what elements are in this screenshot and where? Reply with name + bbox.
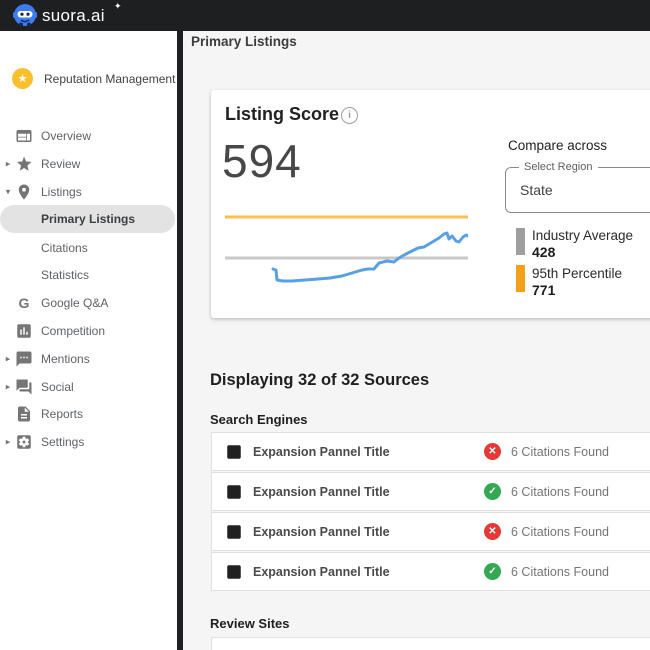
expansion-panel-title: Expansion Pannel Title <box>253 444 390 459</box>
expansion-panel[interactable]: Expansion Pannel Title 6 Citations Found <box>211 472 650 511</box>
listing-score-value: 594 <box>222 135 302 187</box>
sidebar-item-listings[interactable]: ▾ Listings <box>0 178 178 206</box>
topbar: suora.ai ✦ <box>0 0 650 31</box>
error-icon <box>484 523 501 540</box>
robot-logo-icon <box>13 4 37 27</box>
sidebar-item-citations[interactable]: Citations <box>0 234 178 262</box>
sources-summary: Displaying 32 of 32 Sources <box>210 371 430 389</box>
error-icon <box>484 443 501 460</box>
panel-status: 6 Citations Found <box>484 443 609 460</box>
chevron-down-icon[interactable]: ▾ <box>5 186 11 197</box>
image-icon <box>225 483 243 501</box>
panel-status: 6 Citations Found <box>484 563 609 580</box>
section-title-review-sites: Review Sites <box>210 616 290 631</box>
listing-score-chart <box>225 215 468 283</box>
card-title: Listing Score <box>225 104 340 124</box>
sidebar-item-social[interactable]: ▸ Social <box>0 373 178 401</box>
sidebar-item-google-qa[interactable]: G Google Q&A <box>0 289 178 317</box>
sidebar-item-label: Competition <box>41 324 106 338</box>
google-g-icon: G <box>18 295 30 311</box>
sidebar-item-mentions[interactable]: ▸ Mentions <box>0 345 178 373</box>
brand-name: suora.ai <box>42 6 105 25</box>
image-icon <box>225 443 243 461</box>
region-select[interactable] <box>505 167 650 213</box>
product-label: Reputation Management <box>44 72 176 86</box>
region-select-value[interactable]: State <box>520 182 553 198</box>
sidebar-item-label: Settings <box>41 435 85 449</box>
bar-chart-icon <box>15 322 33 340</box>
sidebar-item-settings[interactable]: ▸ Settings <box>0 428 178 456</box>
star-badge-icon: ★ <box>12 68 33 89</box>
success-icon <box>484 483 501 500</box>
sidebar: ★ Reputation Management Overview ▸ Revie… <box>0 31 178 650</box>
citations-found-text: 6 Citations Found <box>511 484 609 499</box>
product-row: ★ Reputation Management <box>0 64 178 94</box>
gear-icon <box>15 433 33 451</box>
expansion-panel-title: Expansion Pannel Title <box>253 524 390 539</box>
star-icon <box>15 155 33 173</box>
sidebar-item-label: Statistics <box>41 268 90 282</box>
sidebar-item-label: Listings <box>41 185 82 199</box>
citations-found-text: 6 Citations Found <box>511 524 609 539</box>
section-title-search-engines: Search Engines <box>210 412 308 427</box>
chevron-right-icon[interactable]: ▸ <box>5 381 11 392</box>
comment-icon <box>15 350 33 368</box>
legend-label: Industry Average <box>532 228 634 243</box>
sidebar-item-label: Mentions <box>41 352 90 366</box>
sidebar-item-reports[interactable]: Reports <box>0 400 178 428</box>
success-icon <box>484 563 501 580</box>
legend-value: 771 <box>532 282 556 298</box>
location-pin-icon <box>15 183 33 201</box>
sparkle-icon: ✦ <box>114 1 122 11</box>
info-icon[interactable]: i <box>341 107 358 124</box>
sidebar-item-label: Primary Listings <box>41 212 136 226</box>
image-icon <box>225 523 243 541</box>
sidebar-item-label: Overview <box>41 129 92 143</box>
sidebar-divider <box>177 0 183 650</box>
dashboard-icon <box>15 127 33 145</box>
chevron-right-icon[interactable]: ▸ <box>5 158 11 169</box>
compare-across-label: Compare across <box>508 138 608 153</box>
citations-found-text: 6 Citations Found <box>511 444 609 459</box>
sidebar-item-label: Review <box>41 157 81 171</box>
sidebar-item-overview[interactable]: Overview <box>0 122 178 150</box>
listing-score-card: Listing Score i 594 Compare across Selec… <box>211 90 650 318</box>
expansion-panel[interactable]: Expansion Pannel Title 6 Citations Found <box>211 512 650 551</box>
chevron-right-icon[interactable]: ▸ <box>5 353 11 364</box>
page-title: Primary Listings <box>191 34 297 49</box>
expansion-panel[interactable]: Expansion Pannel Title 6 Citations Found <box>211 432 650 471</box>
search-engines-panel-list: Expansion Pannel Title 6 Citations Found… <box>211 432 650 592</box>
sidebar-item-label: Social <box>41 380 74 394</box>
sidebar-item-label: Citations <box>41 241 88 255</box>
sidebar-item-statistics[interactable]: Statistics <box>0 261 178 289</box>
legend-value: 428 <box>532 244 556 260</box>
legend-label: 95th Percentile <box>532 266 623 281</box>
expansion-panel-title: Expansion Pannel Title <box>253 564 390 579</box>
sidebar-item-competition[interactable]: Competition <box>0 317 178 345</box>
expansion-panel[interactable]: Expansion Pannel Title 6 Citations Found <box>211 552 650 591</box>
forum-icon <box>15 378 33 396</box>
legend-swatch-industry-average <box>516 228 525 255</box>
document-icon <box>15 405 33 423</box>
expansion-panel-title: Expansion Pannel Title <box>253 484 390 499</box>
review-sites-panel[interactable] <box>211 637 650 650</box>
sidebar-item-review[interactable]: ▸ Review <box>0 150 178 178</box>
citations-found-text: 6 Citations Found <box>511 564 609 579</box>
panel-status: 6 Citations Found <box>484 483 609 500</box>
legend-swatch-95th-percentile <box>516 265 525 292</box>
sidebar-item-primary-listings[interactable]: Primary Listings <box>0 205 175 233</box>
panel-status: 6 Citations Found <box>484 523 609 540</box>
sidebar-item-label: Reports <box>41 407 84 421</box>
region-select-label: Select Region <box>519 161 598 173</box>
sidebar-item-label: Google Q&A <box>41 296 109 310</box>
chevron-right-icon[interactable]: ▸ <box>5 436 11 447</box>
image-icon <box>225 563 243 581</box>
